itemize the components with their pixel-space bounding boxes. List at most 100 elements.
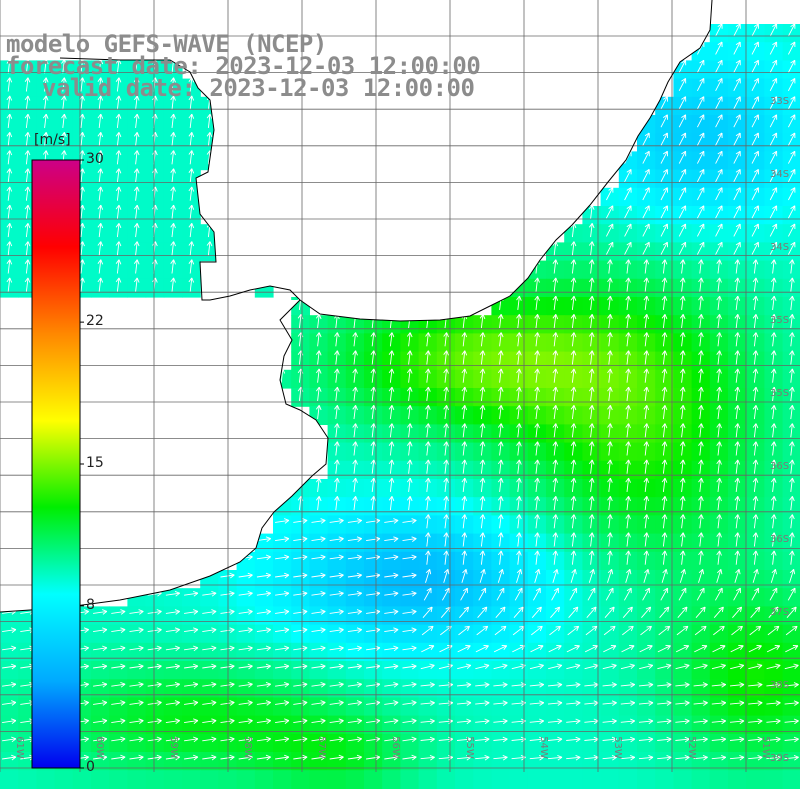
field-cell <box>491 624 511 644</box>
field-cell <box>728 624 747 644</box>
field-cell <box>473 588 492 607</box>
field-cell <box>436 333 456 353</box>
field-cell <box>673 588 693 607</box>
wind-arrow <box>733 241 741 255</box>
field-cell <box>764 133 784 152</box>
field-cell <box>673 642 693 662</box>
wind-arrow <box>42 59 49 74</box>
field-cell <box>182 588 201 607</box>
field-cell <box>655 661 674 680</box>
wind-arrow <box>588 204 595 219</box>
longitude-label: 61W <box>13 736 25 759</box>
field-cell <box>546 551 565 571</box>
wind-arrow <box>678 223 687 237</box>
wind-arrow <box>715 187 723 201</box>
field-cell <box>728 533 747 553</box>
wind-arrow <box>24 113 31 128</box>
field-cell <box>709 24 729 43</box>
field-cell <box>309 497 329 516</box>
field-cell <box>709 661 729 680</box>
field-cell <box>163 606 183 626</box>
field-cell <box>418 479 438 498</box>
field-cell <box>618 515 638 535</box>
field-cell <box>709 770 729 789</box>
field-cell <box>473 369 492 389</box>
wind-arrow <box>752 277 759 292</box>
field-cell <box>455 442 474 462</box>
field-cell <box>436 606 456 626</box>
field-cell <box>746 606 765 626</box>
wind-arrow <box>170 277 176 292</box>
field-cell <box>600 278 620 298</box>
field-cell <box>655 169 674 189</box>
wind-arrow <box>697 150 705 164</box>
field-cell <box>709 60 729 80</box>
wind-arrow <box>97 241 104 256</box>
field-cell <box>127 278 147 298</box>
field-cell <box>127 169 147 189</box>
wind-arrow <box>133 132 140 147</box>
field-cell <box>473 479 492 498</box>
field-cell <box>746 624 765 644</box>
wind-arrow <box>170 132 176 147</box>
field-cell <box>728 369 747 389</box>
latitude-label: 39S <box>770 753 790 764</box>
field-cell <box>109 187 128 207</box>
field-cell <box>582 770 602 789</box>
field-cell <box>436 551 456 571</box>
field-cell <box>455 551 474 571</box>
field-cell <box>691 60 711 80</box>
field-cell <box>709 606 729 626</box>
field-cell <box>109 133 128 152</box>
field-cell <box>127 733 147 753</box>
field-cell <box>491 369 511 389</box>
wind-arrow <box>769 205 778 219</box>
field-cell <box>637 733 656 753</box>
field-cell <box>655 115 674 134</box>
field-cell <box>582 224 602 243</box>
field-cell <box>637 133 656 152</box>
field-cell <box>436 533 456 553</box>
field-cell <box>546 515 565 535</box>
wind-arrow <box>625 277 631 292</box>
field-cell <box>673 515 693 535</box>
wind-arrow <box>24 186 31 201</box>
field-cell <box>455 515 474 535</box>
field-cell <box>382 533 401 553</box>
field-cell <box>436 770 456 789</box>
field-cell <box>418 515 438 535</box>
field-cell <box>0 770 19 789</box>
field-cell <box>36 115 56 134</box>
field-cell <box>400 533 420 553</box>
field-cell <box>673 369 693 389</box>
wind-arrow <box>188 259 195 274</box>
field-cell <box>455 697 474 717</box>
field-cell <box>491 588 511 607</box>
wind-arrow <box>678 205 687 219</box>
field-cell <box>691 260 711 280</box>
field-cell <box>728 479 747 498</box>
field-cell <box>709 497 729 516</box>
wind-arrow <box>115 259 122 274</box>
field-cell <box>637 551 656 571</box>
field-cell <box>91 770 110 789</box>
field-cell <box>364 533 383 553</box>
wind-arrow <box>715 169 723 183</box>
field-cell <box>709 369 729 389</box>
wind-arrow <box>625 259 631 274</box>
field-cell <box>782 697 800 717</box>
field-cell <box>109 260 128 280</box>
wind-arrow <box>24 204 31 219</box>
wind-arrow <box>24 95 31 110</box>
wind-arrow <box>133 113 140 128</box>
field-cell <box>418 369 438 389</box>
field-cell <box>709 406 729 425</box>
wind-arrow <box>6 223 13 238</box>
field-cell <box>491 533 511 553</box>
field-cell <box>618 479 638 498</box>
field-cell <box>273 551 292 571</box>
field-cell <box>509 606 529 626</box>
field-cell <box>327 642 347 662</box>
field-cell <box>0 278 19 298</box>
wind-arrow <box>188 132 195 147</box>
